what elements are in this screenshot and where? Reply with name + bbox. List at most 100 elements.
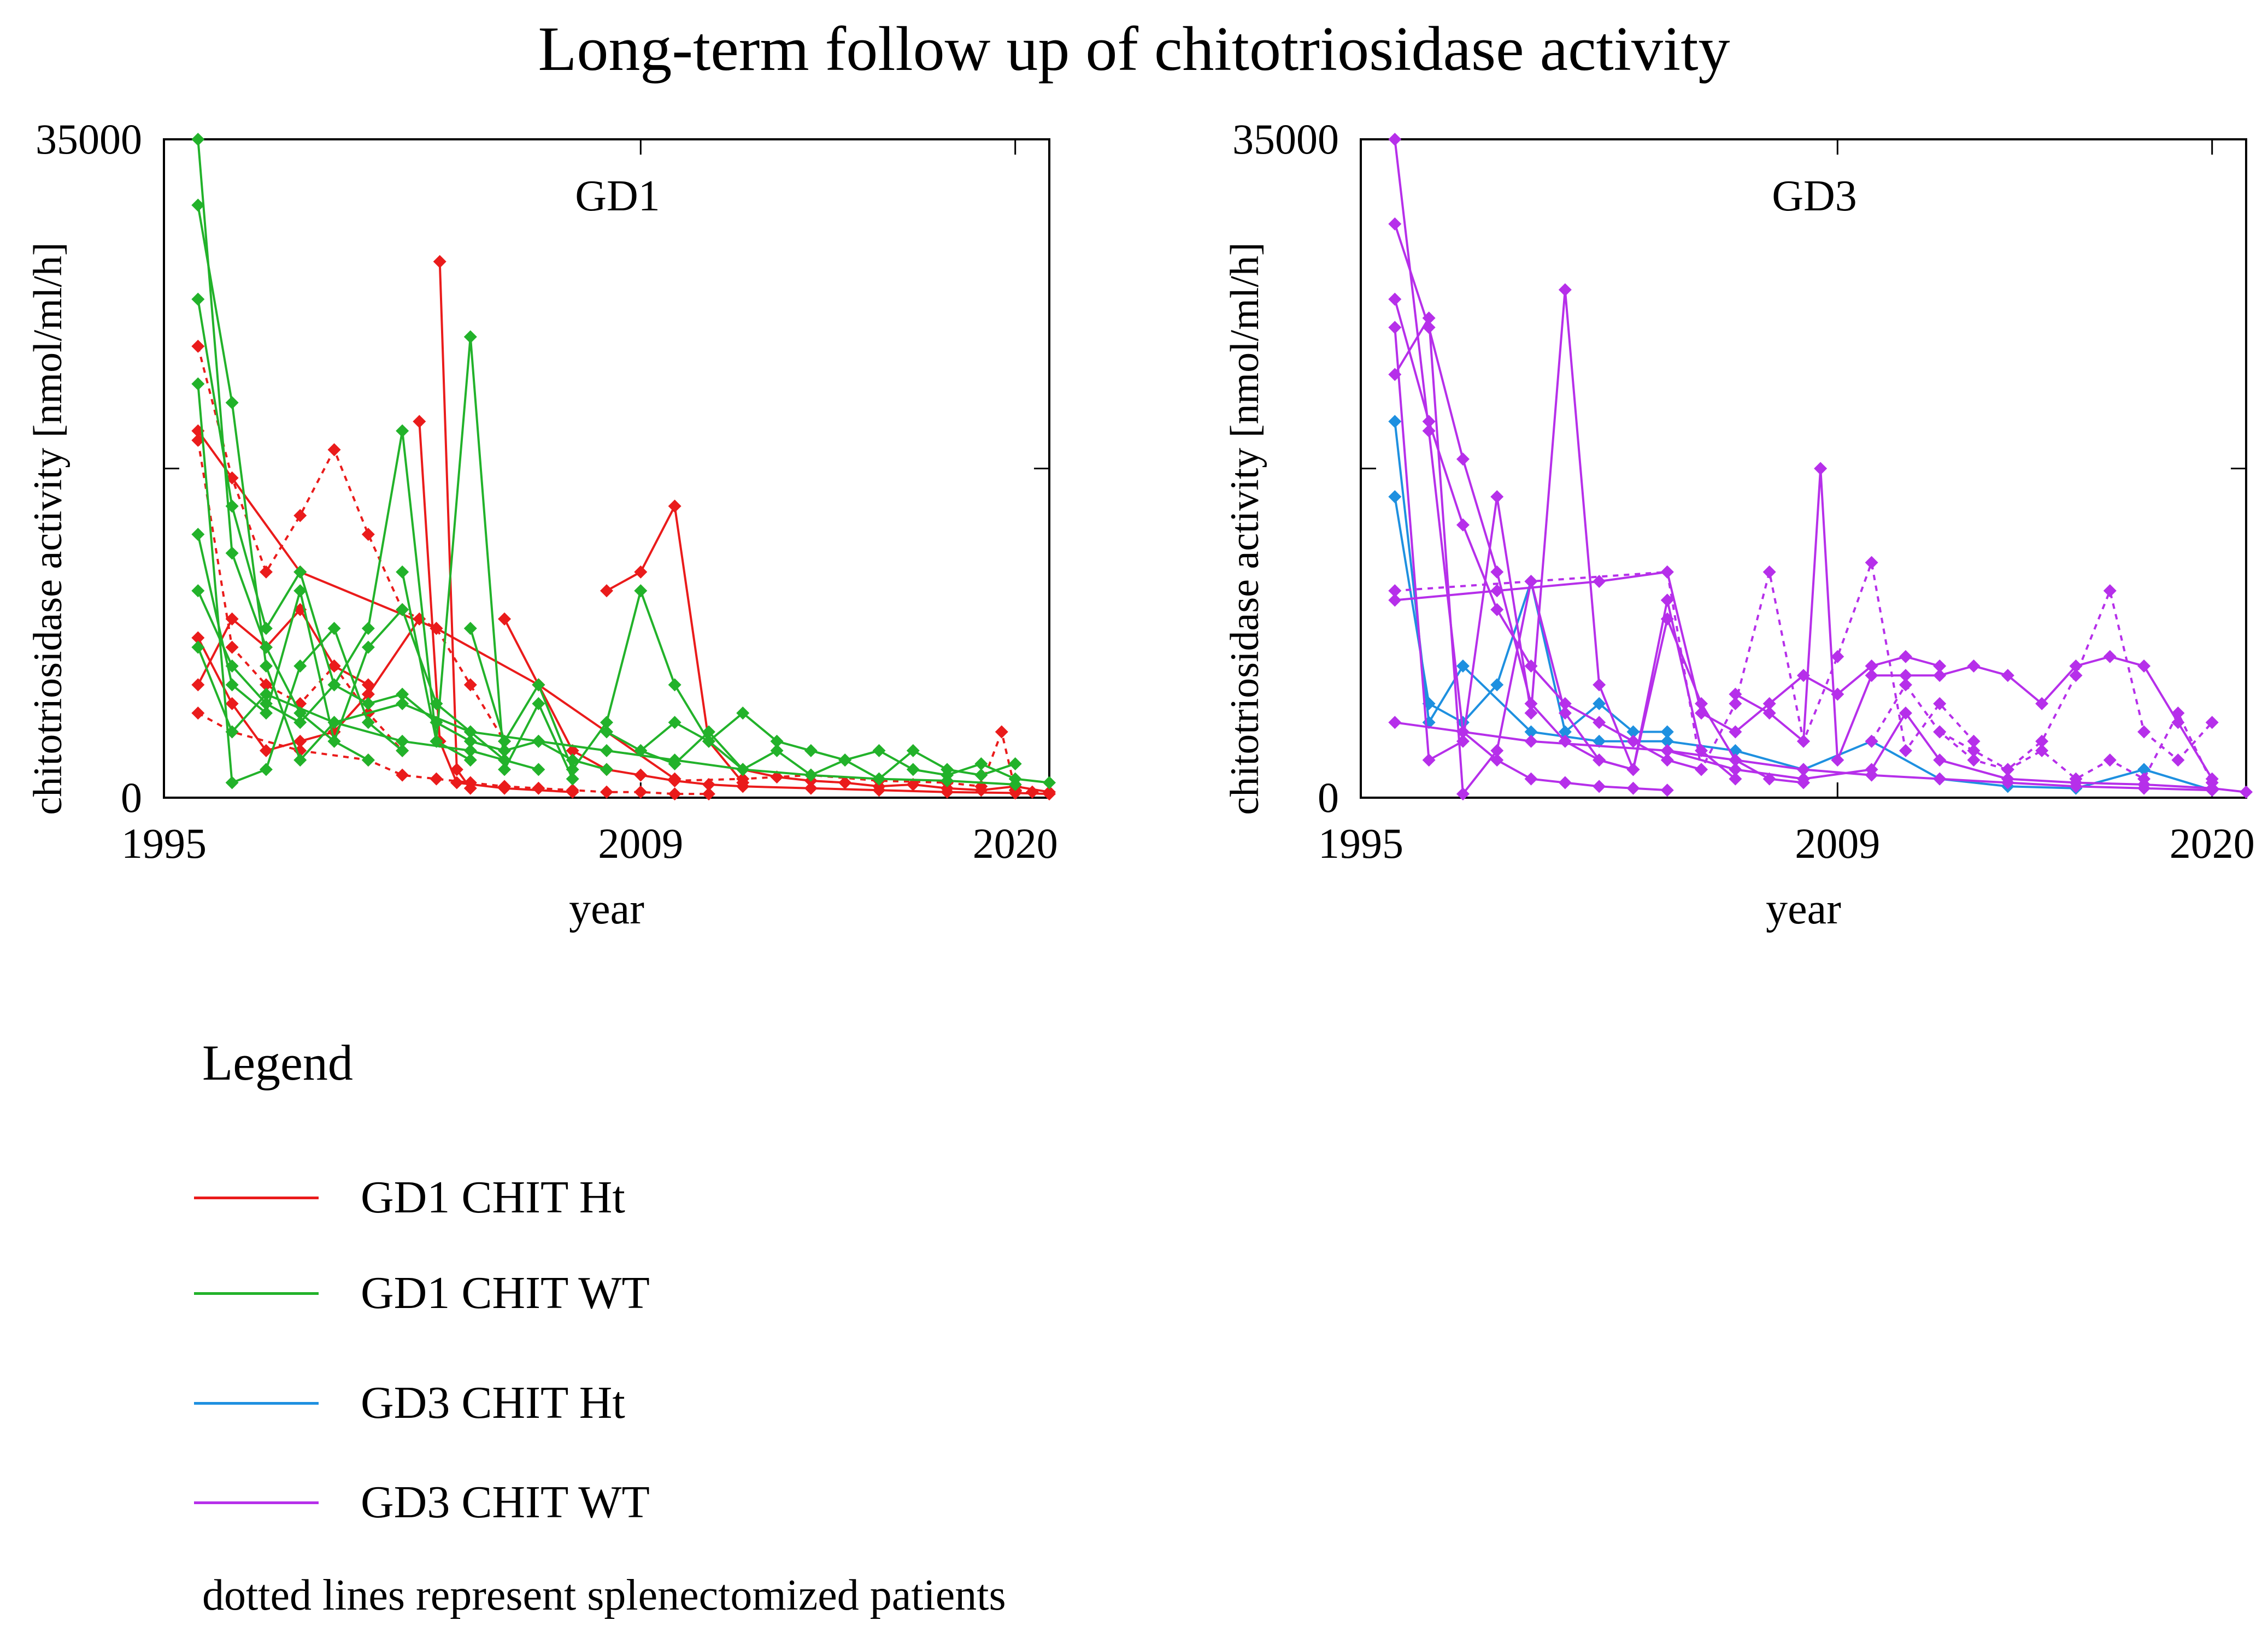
chart-gd1-data-point-gd1-chit-ht (634, 768, 648, 782)
chart-gd1-data-point-gd1-chit-wt (327, 622, 341, 635)
chart-gd3-data-point-gd3-chit-wt (1388, 716, 1402, 729)
chart-gd1-data-point-gd1-chit-ht (668, 774, 681, 788)
chart-gd3-data-point-gd3-chit-wt (2103, 753, 2117, 767)
chart-gd3-data-point-gd3-chit-wt (1933, 659, 1947, 673)
chart-gd3-data-point-gd3-chit-wt (2103, 650, 2117, 663)
chart-gd3-data-point-gd3-chit-wt (1388, 368, 1402, 381)
chart-gd3-data-point-gd3-chit-wt (1762, 706, 1776, 720)
chart-gd1-data-point-gd1-chit-ht (702, 777, 715, 791)
chart-gd1-data-point-gd1-chit-wt (668, 716, 681, 729)
chart-gd3-data-point-gd3-chit-wt (1660, 744, 1674, 757)
legend-note: dotted lines represent splenectomized pa… (202, 1571, 1006, 1619)
chart-gd3-data-point-gd3-chit-wt (1933, 697, 1947, 710)
chart-gd1-data-point-gd1-chit-wt (838, 753, 852, 767)
chart-gd1-data-point-gd1-chit-wt (463, 734, 477, 748)
chart-gd1-data-point-gd1-chit-wt (225, 725, 239, 739)
chart-gd3-data-point-gd3-chit-wt (1490, 490, 1504, 504)
chart-gd3-data-point-gd3-chit-wt (2205, 776, 2219, 789)
chart-gd1-data-point-gd1-chit-wt (361, 716, 375, 729)
chart-gd1-data-point-gd1-chit-wt (1008, 757, 1022, 771)
chart-gd1-data-point-gd1-chit-wt (191, 584, 205, 598)
chart-gd3-data-point-gd3-chit-wt (1729, 772, 1742, 786)
chart-gd3-y-axis-label: chitotriosidase activity [nmol/ml/h] (1223, 242, 1267, 815)
chart-gd1-data-point-gd1-chit-ht (634, 785, 648, 799)
chart-gd1-data-point-gd1-chit-wt (1008, 777, 1022, 791)
chart-gd3-data-point-gd3-chit-wt (1490, 603, 1504, 616)
chart-gd1-data-point-gd1-chit-wt (600, 763, 613, 776)
chart-gd1-data-point-gd1-chit-ht (838, 776, 852, 789)
chart-gd3-data-point-gd3-chit-wt (1524, 734, 1538, 748)
chart-gd1-data-point-gd1-chit-ht (293, 734, 307, 748)
chart-gd1-data-point-gd1-chit-wt (259, 697, 273, 710)
chart-gd3-data-point-gd3-chit-wt (1558, 283, 1572, 297)
chart-gd3: 1995 2009 2020 0 35000 GD3 year chitotriosidase… (1223, 115, 2255, 933)
chart-gd3-data-point-gd3-chit-wt (1831, 753, 1844, 767)
chart-gd3-data-point-gd3-chit-wt (2137, 725, 2151, 739)
chart-gd3-data-point-gd3-chit-wt (1762, 697, 1776, 710)
chart-gd3-data-point-gd3-chit-wt (1388, 593, 1402, 607)
chart-gd1-data-point-gd1-chit-wt (906, 744, 920, 757)
chart-gd1-data-point-gd1-chit-wt (532, 697, 545, 710)
chart-gd3-data-point-gd3-chit-ht (1660, 725, 1674, 739)
legend-label-gd1-ht: GD1 CHIT Ht (361, 1172, 625, 1223)
chart-gd3-series-line-gd3-chit-wt (1394, 139, 1667, 792)
chart-gd3-data-point-gd3-chit-wt (1524, 706, 1538, 720)
chart-gd1-data-point-gd1-chit-wt (430, 734, 443, 748)
chart-gd1-data-point-gd1-chit-ht (668, 499, 681, 513)
chart-gd1-data-point-gd1-chit-wt (225, 499, 239, 513)
chart-gd3-data-point-gd3-chit-wt (1865, 763, 1878, 776)
chart-gd3-data-point-gd3-chit-ht (1388, 490, 1402, 504)
chart-gd3-data-point-gd3-chit-wt (1524, 575, 1538, 588)
chart-gd1-series-line-gd1-chit-ht (197, 346, 506, 742)
chart-gd1-data-point-gd1-chit-ht (995, 725, 1008, 739)
chart-gd1-data-point-gd1-chit-ht (974, 783, 988, 797)
chart-gd1-series-line-gd1-chit-wt (469, 587, 744, 772)
chart-gd1-data-point-gd1-chit-wt (702, 725, 715, 739)
chart-gd1-data-point-gd1-chit-wt (225, 678, 239, 692)
chart-gd1-data-point-gd1-chit-ht (430, 622, 443, 635)
chart-gd3-data-point-gd3-chit-ht (1388, 415, 1402, 428)
chart-gd1-series-line-gd1-chit-wt (401, 337, 574, 780)
chart-gd3-data-point-gd3-chit-wt (1967, 753, 1981, 767)
legend-item-gd3-ht: GD3 CHIT Ht (194, 1370, 959, 1436)
chart-gd1-data-point-gd1-chit-wt (872, 772, 886, 786)
chart-gd1-data-point-gd1-chit-ht (532, 781, 545, 795)
chart-gd3-data-point-gd3-chit-wt (1593, 678, 1606, 692)
chart-gd3-data-point-gd3-chit-wt (1388, 321, 1402, 334)
chart-gd1-data-point-gd1-chit-ht (566, 783, 579, 797)
chart-gd3-x-axis-label: year (1766, 885, 1841, 933)
chart-gd3-data-point-gd3-chit-wt (2001, 763, 2014, 776)
chart-gd1-data-point-gd1-chit-wt (702, 734, 715, 748)
chart-gd3-data-point-gd3-chit-wt (1660, 612, 1674, 626)
chart-gd3-y-tick-label: 0 (1318, 774, 1339, 821)
chart-gd1-data-point-gd1-chit-wt (668, 678, 681, 692)
chart-gd1-data-point-gd1-chit-wt (327, 716, 341, 729)
chart-gd3-series-line-gd3-chit-ht (1394, 496, 1667, 734)
chart-gd3-plot-frame (1360, 138, 2247, 799)
chart-gd1-data-point-gd1-chit-ht (450, 763, 463, 776)
chart-gd3-data-point-gd3-chit-wt (1558, 776, 1572, 789)
chart-gd1-data-point-gd1-chit-wt (327, 678, 341, 692)
chart-gd3-data-point-gd3-chit-wt (1490, 565, 1504, 579)
chart-gd3-data-point-gd3-chit-ht (1593, 697, 1606, 710)
chart-gd1-data-point-gd1-chit-ht (463, 776, 477, 789)
chart-gd1-series-line-gd1-chit-wt (197, 139, 369, 761)
chart-gd3-data-point-gd3-chit-wt (1490, 744, 1504, 757)
chart-gd1-data-point-gd1-chit-wt (974, 757, 988, 771)
chart-gd3-data-point-gd3-chit-wt (2035, 744, 2049, 757)
chart-gd1-series-line-gd1-chit-ht (674, 728, 1033, 793)
chart-gd1-data-point-gd1-chit-ht (463, 678, 477, 692)
chart-gd3-data-point-gd3-chit-wt (1933, 753, 1947, 767)
chart-gd3-series-line-gd3-chit-wt (1394, 299, 1702, 771)
chart-gd3-data-point-gd3-chit-wt (1865, 556, 1878, 569)
chart-gd1-series-line-gd1-chit-wt (197, 205, 539, 771)
chart-gd3-data-point-gd3-chit-wt (1695, 763, 1708, 776)
legend-item-gd3-wt: GD3 CHIT WT (194, 1470, 959, 1535)
chart-gd1-data-point-gd1-chit-wt (498, 744, 512, 757)
chart-gd3-data-point-gd3-chit-wt (1660, 753, 1674, 767)
page-title: Long-term follow up of chitotriosidase a… (538, 14, 1730, 84)
chart-gd3-x-tick-label: 2009 (1795, 820, 1880, 867)
chart-gd1-data-point-gd1-chit-wt (634, 744, 648, 757)
chart-gd3-data-point-gd3-chit-wt (1762, 565, 1776, 579)
chart-gd1-data-point-gd1-chit-wt (1043, 776, 1056, 789)
